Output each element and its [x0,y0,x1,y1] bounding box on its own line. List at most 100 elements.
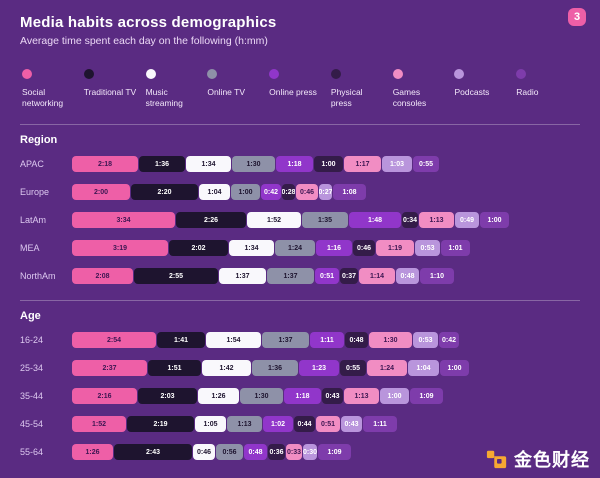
legend-item-music-streaming: Music streaming [145,69,207,108]
bar-segment-online-tv: 1:30 [240,388,283,405]
section-title: Age [20,310,41,323]
stacked-bar: 3:34 2:26 1:52 1:35 1:48 0:34 1:13 0:49 1:00 [72,212,510,229]
bar-segment-online-press: 1:16 [316,240,352,257]
legend-dot-icon [516,69,527,79]
bar-segment-games-consoles: 1:14 [359,268,395,285]
bar-segment-social-networking: 3:34 [72,212,175,229]
chart-row-europe: Europe 2:00 2:20 1:04 1:00 0:42 0:28 0:46 0:27 1:… [20,184,580,201]
bar-segment-radio: 1:08 [333,184,366,201]
legend-label: Podcasts [454,87,490,97]
bar-segment-podcasts: 0:48 [396,268,419,285]
chart-row-latam: LatAm 3:34 2:26 1:52 1:35 1:48 0:34 1:13 0:49 1:0… [20,212,580,229]
bar-segment-social-networking: 1:26 [72,444,113,461]
bar-segment-physical-press: 0:34 [402,212,418,229]
bar-segment-games-consoles: 0:33 [286,444,302,461]
bar-segment-games-consoles: 1:17 [344,156,381,173]
stacked-bar: 3:19 2:02 1:34 1:24 1:16 0:46 1:19 0:53 1:01 [72,240,471,257]
bar-segment-radio: 0:42 [439,332,459,349]
legend-label: Games consoles [392,87,427,108]
bar-segment-traditional-tv: 1:36 [139,156,185,173]
legend-item-podcasts: Podcasts [454,69,515,108]
bar-segment-online-tv: 1:37 [267,268,314,285]
legend-label: Online press [269,87,317,97]
bar-segment-music-streaming: 1:37 [219,268,266,285]
row-label: 35-44 [20,391,44,402]
legend-dot-icon [330,69,341,79]
bar-segment-online-press: 1:18 [284,388,321,405]
stacked-bar: 1:52 2:19 1:05 1:13 1:02 0:44 0:51 0:43 1:11 [72,416,398,433]
row-label: LatAm [20,215,47,226]
bar-segment-music-streaming: 1:05 [195,416,226,433]
bar-segment-radio: 1:00 [440,360,469,377]
section-title: Region [20,134,58,147]
bar-segment-online-press: 1:48 [349,212,401,229]
legend-item-traditional-tv: Traditional TV [83,69,145,108]
bar-segment-online-tv: 1:35 [302,212,348,229]
bar-segment-games-consoles: 1:19 [376,240,414,257]
bar-segment-traditional-tv: 2:20 [131,184,198,201]
bar-segment-traditional-tv: 2:03 [138,388,197,405]
bar-segment-physical-press: 0:46 [353,240,375,257]
legend-dot-icon [269,69,280,79]
bar-segment-online-tv: 1:37 [262,332,309,349]
bar-segment-music-streaming: 0:46 [193,444,215,461]
stacked-bar: 2:37 1:51 1:42 1:36 1:23 0:55 1:24 1:04 1:00 [72,360,470,377]
bar-segment-music-streaming: 1:52 [247,212,301,229]
row-label: APAC [20,159,44,170]
bar-segment-online-tv: 1:13 [227,416,262,433]
row-label: Europe [20,187,50,198]
legend-label: Traditional TV [83,87,137,97]
bar-segment-games-consoles: 1:13 [419,212,454,229]
bar-segment-online-press: 0:42 [261,184,281,201]
watermark-text: 金色财经 [514,450,590,470]
bar-segment-social-networking: 2:16 [72,388,137,405]
legend-item-games-consoles: Games consoles [392,69,454,108]
stacked-bar: 2:00 2:20 1:04 1:00 0:42 0:28 0:46 0:27 1:08 [72,184,367,201]
chart-row-northam: NorthAm 2:08 2:55 1:37 1:37 0:51 0:37 1:14 0:48 1… [20,268,580,285]
legend-item-online-tv: Online TV [207,69,268,108]
bar-segment-online-press: 1:02 [263,416,293,433]
bar-segment-music-streaming: 1:26 [198,388,239,405]
row-label: 16-24 [20,335,44,346]
bar-segment-social-networking: 2:00 [72,184,130,201]
legend-label: Music streaming [145,87,183,108]
golden-finance-logo-icon [486,450,507,469]
chart-row-55-64: 55-64 1:26 2:43 0:46 0:56 0:48 0:36 0:33 0:30 1:0… [20,444,580,461]
row-label: 25-34 [20,363,44,374]
legend-dot-icon [83,69,94,79]
bar-segment-traditional-tv: 2:02 [169,240,228,257]
chart-row-45-54: 45-54 1:52 2:19 1:05 1:13 1:02 0:44 0:51 0:43 1:1… [20,416,580,433]
legend-dot-icon [392,69,403,79]
legend-item-physical-press: Physical press [330,69,392,108]
legend: Social networking Traditional TV Music str… [22,69,578,108]
watermark: 金色财经 [486,446,590,472]
stacked-bar: 2:54 1:41 1:54 1:37 1:11 0:48 1:30 0:53 0:42 [72,332,460,349]
legend-dot-icon [454,69,465,79]
stacked-bar: 2:08 2:55 1:37 1:37 0:51 0:37 1:14 0:48 1:10 [72,268,455,285]
bar-segment-online-tv: 0:56 [216,444,243,461]
bar-segment-games-consoles: 0:51 [316,416,340,433]
bar-segment-radio: 1:00 [480,212,509,229]
row-label: 45-54 [20,419,44,430]
bar-segment-podcasts: 0:27 [319,184,332,201]
bar-segment-social-networking: 2:37 [72,360,147,377]
bar-segment-social-networking: 3:19 [72,240,168,257]
bar-segment-social-networking: 2:18 [72,156,138,173]
bar-segment-traditional-tv: 1:51 [148,360,201,377]
bar-segment-online-tv: 1:24 [275,240,315,257]
bar-segment-podcasts: 0:43 [341,416,362,433]
bar-segment-physical-press: 0:28 [282,184,295,201]
bar-segment-social-networking: 1:52 [72,416,126,433]
bar-segment-physical-press: 0:43 [322,388,343,405]
legend-label: Online TV [207,87,245,97]
bar-segment-podcasts: 1:00 [380,388,409,405]
bar-segment-music-streaming: 1:42 [202,360,251,377]
bar-segment-music-streaming: 1:54 [206,332,261,349]
bar-segment-online-press: 1:11 [310,332,344,349]
bar-segment-podcasts: 0:30 [303,444,317,461]
bar-segment-social-networking: 2:54 [72,332,156,349]
chart-row-mea: MEA 3:19 2:02 1:34 1:24 1:16 0:46 1:19 0:53 1:01 [20,240,580,257]
legend-dot-icon [22,69,32,79]
bar-segment-music-streaming: 1:04 [199,184,230,201]
legend-dot-icon [207,69,218,79]
